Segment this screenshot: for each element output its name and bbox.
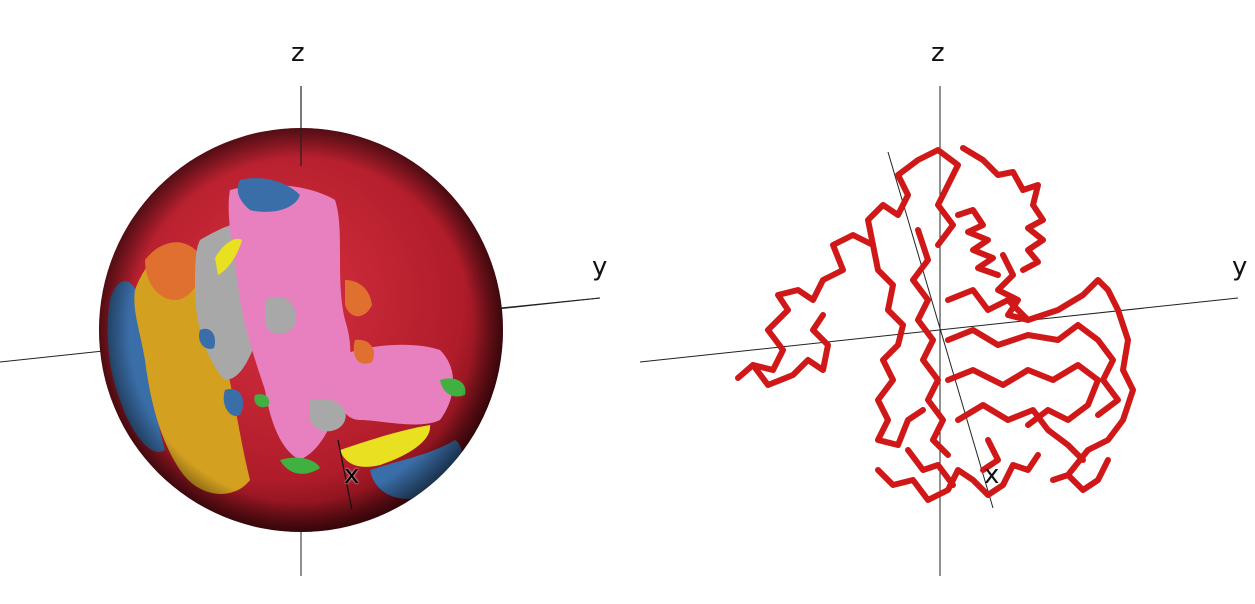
- y-axis-front: [499, 297, 601, 309]
- sphere-panel: z y x: [0, 0, 627, 604]
- sphere-rim-shadow: [99, 128, 503, 532]
- x-axis-label: x: [344, 460, 360, 490]
- x-axis-label: x: [984, 460, 1000, 490]
- protein-scene: [639, 86, 1239, 576]
- x-axis-line: [887, 151, 994, 509]
- x-axis-line: [337, 439, 353, 511]
- sphere-scene: [0, 86, 601, 576]
- protein-backbone: [735, 145, 1136, 503]
- protein-panel: z y x: [628, 0, 1255, 604]
- z-axis-label: z: [291, 38, 305, 68]
- y-axis-label: y: [592, 252, 608, 282]
- y-axis-label: y: [1232, 252, 1248, 282]
- z-axis-label: z: [931, 38, 945, 68]
- y-axis-line: [639, 297, 1239, 363]
